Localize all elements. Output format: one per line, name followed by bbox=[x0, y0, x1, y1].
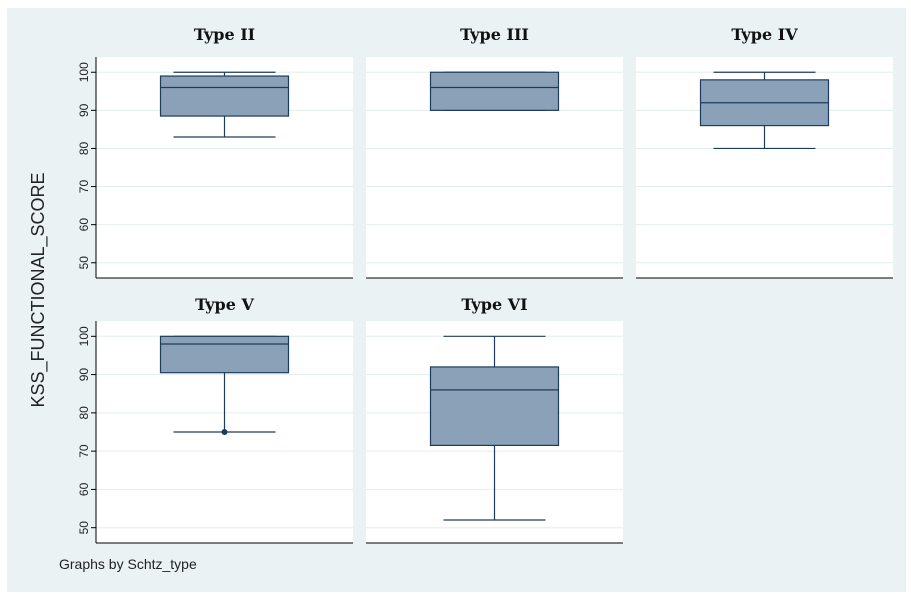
outlier-point bbox=[221, 429, 228, 435]
y-tick-label: 100 bbox=[77, 62, 91, 82]
box bbox=[159, 75, 290, 117]
y-tick-label: 80 bbox=[77, 406, 91, 420]
box bbox=[159, 335, 290, 374]
panel-title: Type III bbox=[460, 25, 529, 44]
panel-title: Type VI bbox=[461, 295, 527, 314]
panel-5: Type VI bbox=[366, 295, 623, 544]
graphs-by-note: Graphs by Schtz_type bbox=[59, 556, 197, 572]
panel-title: Type V bbox=[195, 295, 254, 314]
panel-title: Type IV bbox=[731, 25, 798, 44]
box bbox=[429, 366, 560, 446]
y-tick-label: 50 bbox=[77, 256, 91, 270]
y-tick-label: 50 bbox=[77, 521, 91, 535]
y-axis-title: KSS_FUNCTIONAL_SCORE bbox=[28, 172, 49, 407]
y-tick-label: 60 bbox=[77, 482, 91, 496]
y-tick-label: 90 bbox=[77, 368, 91, 382]
box bbox=[429, 71, 560, 111]
panel-3: Type IV bbox=[636, 25, 893, 279]
panel-4: 50 60 70 80 90 100 Type V bbox=[77, 295, 353, 544]
y-tick-label: 70 bbox=[77, 444, 91, 458]
panel-title: Type II bbox=[194, 25, 255, 44]
panel-2: Type III bbox=[366, 25, 623, 279]
y-tick-label: 100 bbox=[77, 326, 91, 346]
y-tick-label: 90 bbox=[77, 103, 91, 117]
panel-1: 50 60 70 80 90 100 Type II bbox=[77, 25, 353, 279]
y-tick-label: 60 bbox=[77, 218, 91, 232]
panels-group: 50 60 70 80 90 100 Type II Type III Type IV 50 60 7… bbox=[77, 25, 893, 544]
y-tick-label: 80 bbox=[77, 141, 91, 155]
y-tick-label: 70 bbox=[77, 180, 91, 194]
